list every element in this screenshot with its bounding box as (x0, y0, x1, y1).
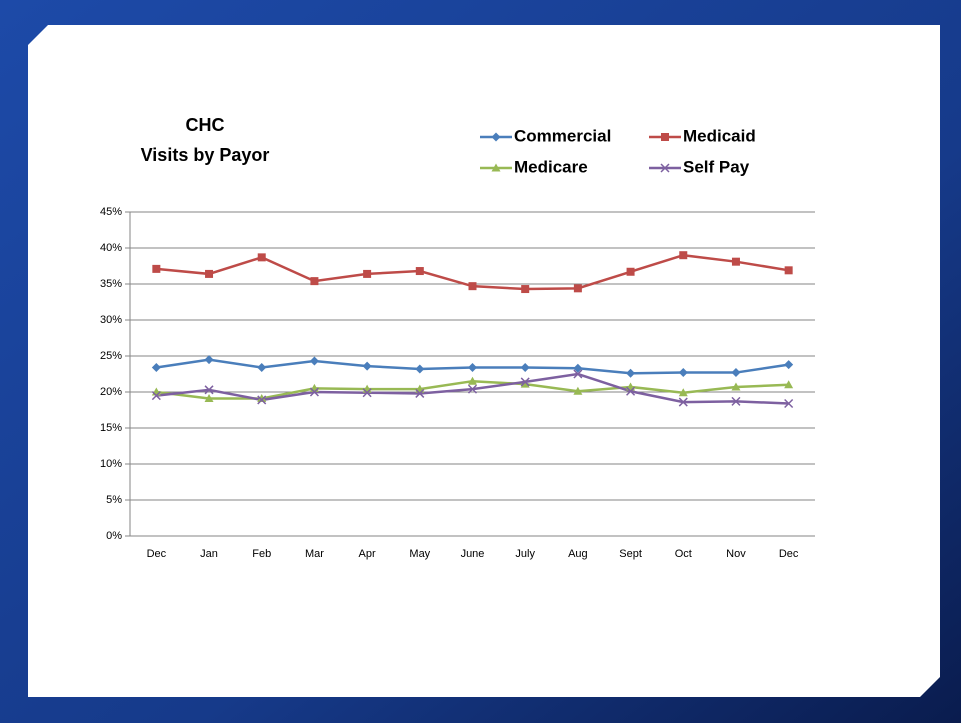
legend-swatch-marker (661, 133, 669, 141)
x-tick-label: Apr (359, 548, 376, 560)
legend-swatch-marker (491, 163, 501, 172)
data-point (468, 282, 477, 291)
data-point (467, 384, 478, 394)
data-point (309, 387, 319, 397)
data-point (573, 369, 583, 379)
legend-label: Medicare (514, 157, 588, 176)
data-point (520, 377, 530, 387)
data-point (362, 388, 372, 398)
x-tick-label: June (461, 548, 485, 560)
data-point (151, 363, 161, 373)
x-tick-label: May (409, 548, 430, 560)
y-tick-label: 10% (100, 458, 122, 470)
legend-label: Self Pay (683, 157, 750, 176)
data-point (784, 398, 794, 409)
data-point (521, 285, 530, 294)
x-tick-label: Aug (568, 548, 588, 560)
x-tick-label: Sept (619, 548, 642, 560)
data-point (731, 396, 741, 406)
chart-title: CHC (186, 115, 225, 135)
data-point (731, 382, 741, 391)
data-point (626, 368, 636, 378)
data-point (678, 368, 688, 378)
data-point (415, 267, 424, 276)
y-tick-label: 30% (100, 314, 122, 326)
y-tick-label: 20% (100, 386, 122, 398)
data-point (257, 395, 267, 405)
data-point (731, 257, 740, 266)
data-point (363, 269, 372, 278)
y-tick-label: 45% (100, 206, 122, 218)
y-tick-label: 40% (100, 242, 122, 254)
chart-subtitle: Visits by Payor (141, 145, 270, 165)
data-point (151, 391, 161, 401)
data-point (626, 386, 636, 396)
data-point (784, 266, 793, 275)
x-tick-label: Jan (200, 548, 218, 560)
y-tick-label: 0% (106, 530, 122, 542)
data-point (415, 388, 425, 398)
data-point (204, 355, 214, 365)
data-point (678, 397, 688, 407)
data-point (309, 356, 319, 366)
data-point (204, 393, 214, 402)
x-tick-label: Dec (147, 548, 167, 560)
data-point (310, 277, 319, 286)
data-point (204, 385, 214, 395)
y-tick-label: 25% (100, 350, 122, 362)
legend-swatch-marker (660, 163, 670, 173)
data-point (152, 264, 161, 273)
data-point (520, 379, 530, 388)
data-point (415, 364, 425, 374)
x-tick-label: Mar (305, 548, 324, 560)
data-point (520, 363, 530, 373)
data-point (626, 267, 635, 276)
slide-panel (28, 25, 940, 697)
data-point (257, 393, 267, 402)
legend-label: Medicaid (683, 126, 756, 145)
data-point (573, 363, 583, 373)
data-point (573, 284, 582, 293)
data-point (731, 368, 741, 378)
y-tick-label: 35% (100, 278, 122, 290)
data-point (679, 251, 688, 260)
data-point (784, 360, 794, 370)
data-point (205, 269, 214, 278)
x-tick-label: July (515, 548, 535, 560)
y-tick-label: 5% (106, 494, 122, 506)
data-point (362, 361, 372, 371)
x-tick-label: Oct (675, 548, 692, 560)
x-tick-label: Feb (252, 548, 271, 560)
data-point (678, 388, 688, 397)
x-tick-label: Dec (779, 548, 799, 560)
legend-swatch-marker (491, 132, 501, 142)
data-point (257, 253, 266, 262)
data-point (468, 376, 477, 385)
x-tick-label: Nov (726, 548, 746, 560)
data-point (784, 380, 794, 389)
y-tick-label: 15% (100, 422, 122, 434)
legend-label: Commercial (514, 126, 611, 145)
data-point (573, 386, 583, 395)
data-point (468, 363, 477, 373)
data-point (257, 363, 267, 373)
